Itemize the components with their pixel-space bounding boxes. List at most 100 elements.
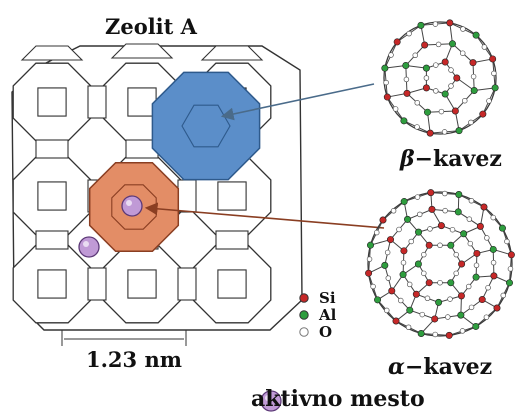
active-site-label: aktivno mesto <box>251 386 425 412</box>
beta-cage-atom <box>441 90 449 98</box>
beta-cage-bond <box>449 22 453 44</box>
beta-cage-oxygen <box>441 129 448 135</box>
alpha-cage-atom <box>379 216 387 224</box>
beta-cage-oxygen <box>433 62 439 68</box>
alpha-cage-oxygen <box>421 270 427 277</box>
alpha-cage-oxygen <box>453 251 459 258</box>
alpha-cage-atom <box>404 215 412 223</box>
alpha-cage-atom <box>425 279 433 287</box>
alpha-cage-atom <box>472 273 480 281</box>
square-face <box>217 181 247 211</box>
beta-cage-atom <box>470 86 478 94</box>
alpha-cage-atom <box>505 279 513 287</box>
beta-cage-highlight <box>151 71 261 181</box>
alpha-cage-atom <box>435 298 443 306</box>
beta-cage-atom <box>489 55 497 63</box>
alpha-cage-atom <box>447 241 455 249</box>
beta-cage-oxygen <box>388 52 394 58</box>
alpha-cage-atom <box>427 189 435 197</box>
beta-cage-atom <box>421 41 429 49</box>
beta-cage-atom <box>403 89 411 97</box>
alpha-cage-atom <box>400 247 408 255</box>
alpha-cage-model <box>365 189 515 339</box>
beta-cage-oxygen <box>459 50 466 56</box>
alpha-cage-oxygen <box>384 307 390 314</box>
alpha-cage-atom <box>457 311 465 319</box>
beta-cage-atom <box>400 117 408 125</box>
alpha-cage-atom <box>406 306 414 314</box>
alpha-cage-oxygen <box>421 251 427 258</box>
alpha-cage-oxygen <box>449 226 456 233</box>
double-ring-link <box>215 230 249 250</box>
active-site-ball <box>78 236 100 258</box>
alpha-cage-oxygen <box>445 314 451 320</box>
beta-cage-atom <box>422 84 430 92</box>
beta-cage-atom <box>426 129 434 137</box>
ball-highlight <box>265 395 271 401</box>
beta-cage-oxygen <box>432 21 439 27</box>
beta-cage-atom <box>393 38 401 46</box>
alpha-cage-oxygen <box>484 235 490 241</box>
alpha-cage-oxygen <box>453 270 459 277</box>
alpha-cage-oxygen <box>405 324 412 330</box>
beta-cage-oxygen <box>423 75 430 81</box>
legend-dot-al <box>299 310 309 320</box>
beta-cage-outline <box>383 21 497 135</box>
beta-cage-oxygen <box>470 73 477 80</box>
beta-cage-atom <box>422 64 430 72</box>
alpha-cage-oxygen <box>442 190 448 197</box>
alpha-cage-atom <box>414 260 422 268</box>
active-site-ball <box>121 195 143 217</box>
beta-cage-oxygen <box>438 108 445 115</box>
alpha-cage-oxygen <box>374 229 380 236</box>
alpha-cage-oxygen <box>442 207 448 214</box>
sodalite-unit <box>102 244 182 324</box>
alpha-cage-oxygen <box>447 296 453 302</box>
alpha-cage-atom <box>412 290 420 298</box>
alpha-pointer-arrow <box>144 202 385 229</box>
alpha-cage-atom <box>489 245 497 253</box>
alpha-cage-atom <box>480 203 488 211</box>
beta-cage-atom <box>402 62 410 70</box>
legend-label-o: O <box>319 323 333 341</box>
legend-label-al: Al <box>319 306 337 324</box>
alpha-cage-atom <box>417 329 425 337</box>
alpha-cage-ring <box>417 244 463 284</box>
alpha-cage-atom <box>425 241 433 249</box>
beta-pointer-arrow <box>220 83 375 121</box>
alpha-cage-oxygen <box>385 275 392 281</box>
alpha-cage-oxygen <box>396 226 402 233</box>
alpha-cage-ring <box>368 192 512 336</box>
alpha-cage-oxygen <box>437 242 443 249</box>
alpha-cage-atom <box>431 315 439 323</box>
alpha-cage-oxygen <box>366 256 373 262</box>
sodalite-unit <box>12 244 92 324</box>
alpha-cage-atom <box>374 296 382 304</box>
alpha-cage-atom <box>367 241 375 249</box>
beta-cage-oxygen <box>435 41 442 48</box>
beta-cage-oxygen <box>460 26 466 32</box>
alpha-cage-atom <box>498 224 506 232</box>
alpha-cage-atom <box>415 228 423 236</box>
beta-cage-oxygen <box>406 30 412 37</box>
dimension-label: 1.23 nm <box>86 347 182 372</box>
beta-symbol: β <box>400 146 415 172</box>
double-ring-link <box>177 179 197 213</box>
top-face <box>20 45 84 61</box>
alpha-cage-atom <box>365 269 373 277</box>
double-ring-link <box>87 267 107 301</box>
double-ring-link <box>177 267 197 301</box>
beta-cage-bond <box>456 77 475 91</box>
alpha-cage-oxygen <box>485 284 491 291</box>
alpha-cage-oxygen <box>459 328 466 334</box>
beta-cage-atom <box>441 58 449 66</box>
beta-cage-atom <box>479 110 487 118</box>
alpha-cage-atom <box>388 287 396 295</box>
beta-cage-oxygen <box>383 79 389 86</box>
alpha-cage-oxygen <box>437 279 443 286</box>
legend-label-si: Si <box>319 289 336 307</box>
alpha-cage-atom <box>381 261 389 269</box>
alpha-cage-atom <box>493 304 501 312</box>
alpha-cage-oxygen <box>398 297 404 304</box>
alpha-cage-oxygen <box>424 295 431 302</box>
